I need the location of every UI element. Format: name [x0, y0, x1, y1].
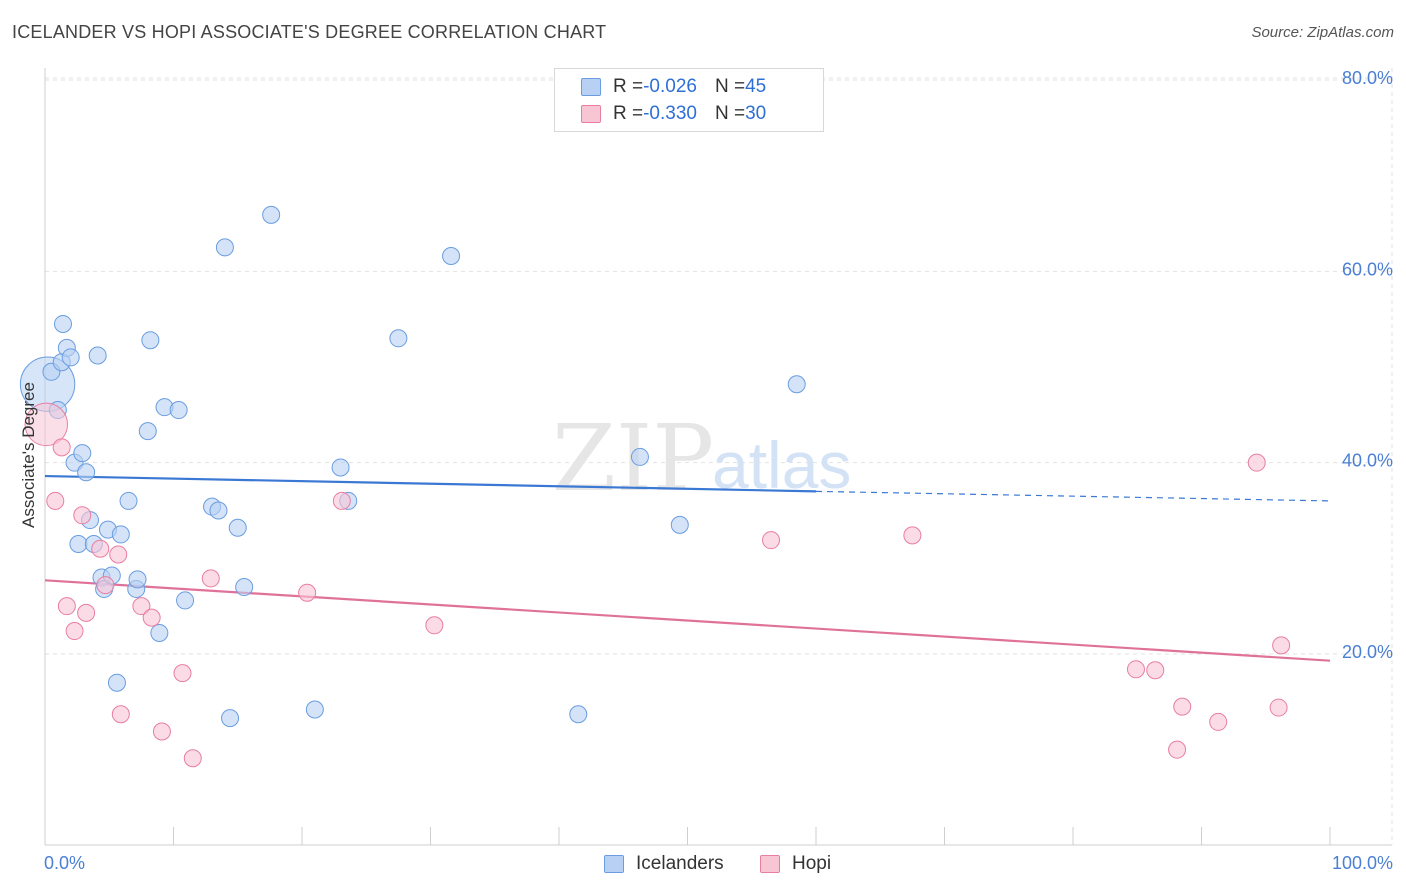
hopi-point [132, 597, 151, 616]
icelanders-swatch [604, 855, 624, 873]
hopi-point [1168, 740, 1187, 759]
icelanders-point [221, 709, 240, 728]
n-label: N = [714, 76, 746, 97]
bottom-legend-hopi: Hopi [760, 852, 831, 876]
hopi-point [142, 608, 161, 627]
legend-label-icelanders: Icelanders [636, 853, 724, 874]
icelanders-point [787, 375, 806, 394]
icelanders-swatch [581, 78, 601, 96]
hopi-point [109, 545, 128, 564]
icelanders-point [630, 447, 649, 466]
icelanders-point [235, 578, 254, 597]
hopi-point [1146, 661, 1165, 680]
hopi-point [77, 603, 96, 622]
icelanders-trend-line [44, 474, 817, 493]
r-label: R = [613, 76, 644, 97]
hopi-point [91, 539, 110, 558]
hopi-point [73, 506, 92, 525]
grid-layer [45, 68, 1393, 845]
icelanders-point [141, 331, 160, 350]
hopi-point [1269, 698, 1288, 717]
tick-layer: 20.0% 40.0% 60.0% 80.0% 0.0% 100.0% [44, 68, 1393, 873]
y-tick-label: 60.0% [1342, 259, 1393, 279]
bottom-legend-icelanders: Icelanders [604, 852, 724, 876]
hopi-swatch [581, 105, 601, 123]
icelanders-point [169, 401, 188, 420]
icelanders-point [138, 422, 157, 441]
watermark: ZIP atlas [552, 405, 851, 512]
stats-legend: R = -0.026 N = 45 R = -0.330 N = 30 [554, 68, 824, 132]
r-value: -0.026 [643, 76, 697, 97]
hopi-point [1247, 453, 1266, 472]
hopi-point [46, 491, 65, 510]
legend-label-hopi: Hopi [792, 853, 832, 874]
icelanders-trend-extension [815, 490, 1331, 502]
hopi-point [425, 616, 444, 635]
hopi-point [903, 526, 922, 545]
legend-row-icelanders: R = -0.026 N = 45 [581, 75, 766, 99]
legend-row-hopi: R = -0.330 N = 30 [581, 102, 766, 126]
hopi-point [1272, 636, 1291, 655]
icelanders-point [215, 238, 234, 257]
icelanders-point [107, 673, 126, 692]
icelanders-point [128, 570, 147, 589]
hopi-point [1126, 660, 1145, 679]
hopi-point [152, 722, 171, 741]
source-label: Source: ZipAtlas.com [1251, 24, 1394, 41]
hopi-point [57, 597, 76, 616]
r-label: R = [613, 103, 644, 124]
n-value: 45 [745, 76, 767, 97]
icelanders-point [88, 346, 107, 365]
hopi-point [1209, 712, 1228, 731]
points-layer [19, 205, 1291, 768]
icelanders-point [569, 705, 588, 724]
icelanders-point [73, 444, 92, 463]
icelanders-point [228, 518, 247, 537]
icelanders-point [61, 348, 80, 367]
y-tick-label: 40.0% [1342, 451, 1393, 471]
icelanders-point [305, 700, 324, 719]
hopi-point [173, 664, 192, 683]
hopi-point [1173, 697, 1192, 716]
icelanders-point [69, 534, 88, 553]
x-tick-label: 0.0% [44, 853, 85, 873]
r-value: -0.330 [643, 103, 697, 124]
hopi-point [52, 438, 71, 457]
icelanders-point [262, 205, 281, 224]
icelanders-point [77, 463, 96, 482]
y-tick-label: 20.0% [1342, 642, 1393, 662]
hopi-point [65, 622, 84, 641]
trend-layer [44, 474, 1331, 662]
hopi-point [762, 531, 781, 550]
n-value: 30 [745, 103, 767, 124]
icelanders-point [442, 247, 461, 266]
y-tick-label: 80.0% [1342, 68, 1393, 88]
icelanders-point [209, 501, 228, 520]
axis-layer [44, 68, 1392, 846]
icelanders-point [331, 458, 350, 477]
icelanders-point [670, 515, 689, 534]
series-hopi [24, 402, 1291, 768]
x-tick-label: 100.0% [1332, 853, 1393, 873]
hopi-trend-line [44, 579, 1331, 662]
series-icelanders [19, 205, 806, 728]
icelanders-point [119, 491, 138, 510]
icelanders-point [150, 623, 169, 642]
hopi-swatch [760, 855, 780, 873]
hopi-point [201, 569, 220, 588]
n-label: N = [714, 103, 746, 124]
icelanders-point [176, 591, 195, 610]
chart-title: ICELANDER VS HOPI ASSOCIATE'S DEGREE COR… [12, 22, 607, 42]
y-axis-label: Associate's Degree [19, 382, 38, 528]
hopi-point [96, 576, 115, 595]
hopi-point [183, 749, 202, 768]
hopi-point [298, 583, 317, 602]
hopi-point [332, 491, 351, 510]
icelanders-point [389, 329, 408, 348]
icelanders-point [53, 314, 72, 333]
icelanders-point [111, 525, 130, 544]
hopi-point [24, 402, 69, 447]
hopi-point [111, 705, 130, 724]
